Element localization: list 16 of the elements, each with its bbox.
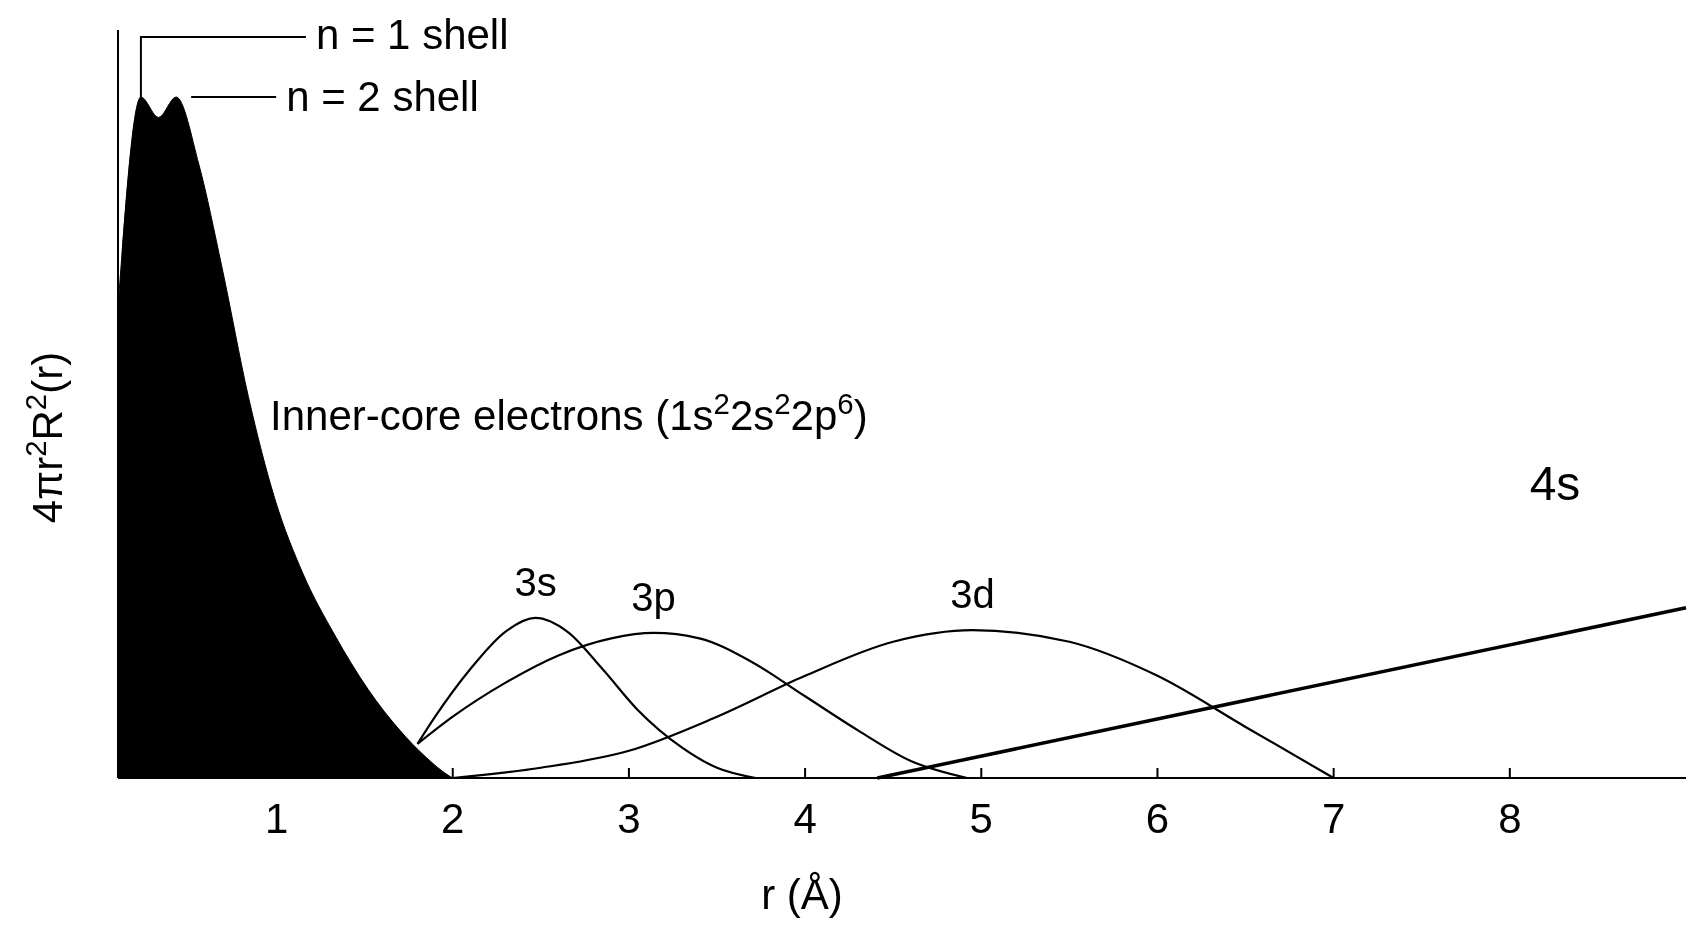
annotation: Inner-core electrons (1s$^{2}$2s$^{2}$2p$^{6}$) [270, 386, 868, 439]
x-tick-label: 1 [264, 795, 289, 842]
annotation: 3s [514, 559, 557, 604]
x-tick-label: 7 [1321, 795, 1346, 842]
annotation: 3d [950, 572, 995, 617]
x-tick-label: 5 [969, 795, 993, 842]
annotation: n = 2 shell [286, 73, 479, 120]
x-tick-label: 4 [793, 795, 817, 842]
annotation: 4s [1529, 457, 1581, 510]
x-axis-title: r (Å) [761, 871, 843, 918]
x-tick-label: 2 [441, 795, 465, 842]
x-tick-label: 8 [1498, 795, 1522, 842]
annotation: 3p [631, 574, 676, 619]
x-tick-label: 3 [617, 795, 641, 842]
annotation: n = 1 shell [315, 11, 509, 58]
x-tick-label: 6 [1145, 795, 1170, 842]
